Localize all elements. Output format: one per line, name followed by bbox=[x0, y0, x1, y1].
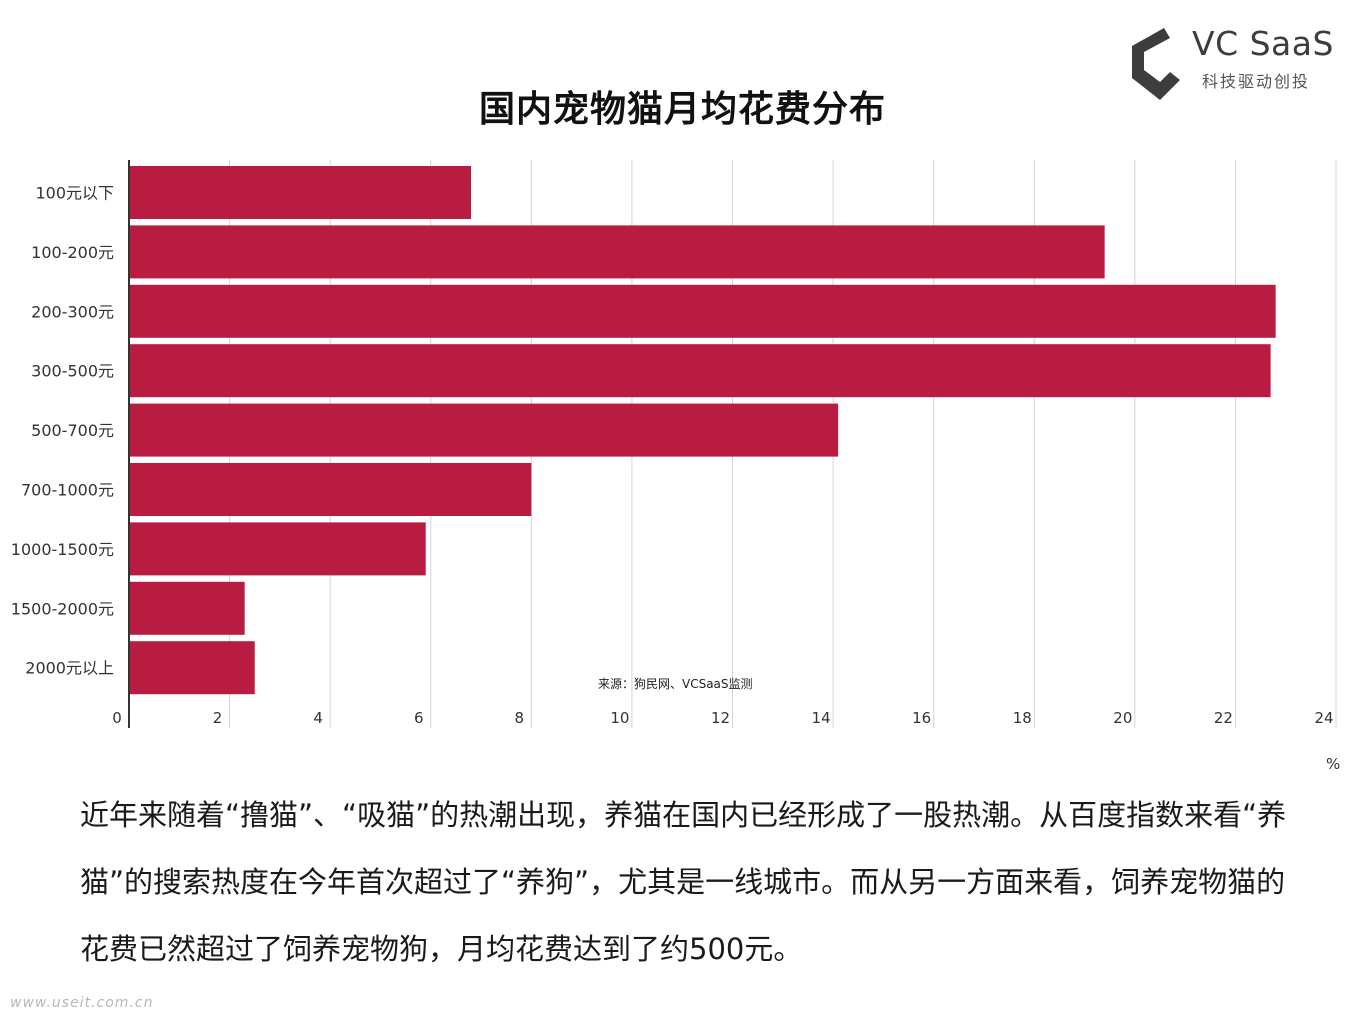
bar bbox=[129, 522, 426, 576]
description-paragraph: 近年来随着“撸猫”、“吸猫”的热潮出现，养猫在国内已经形成了一股热潮。从百度指数… bbox=[80, 798, 1287, 966]
x-tick-label: 10 bbox=[610, 709, 629, 727]
x-tick-label: 6 bbox=[414, 709, 424, 727]
y-category-label: 100-200元 bbox=[31, 243, 114, 262]
bar bbox=[129, 166, 471, 219]
brand-tagline: 科技驱动创投 bbox=[1202, 72, 1311, 91]
x-tick-label: 2 bbox=[213, 709, 223, 727]
watermark: www.useit.com.cn bbox=[10, 995, 154, 1011]
y-category-label: 500-700元 bbox=[31, 421, 114, 440]
bar bbox=[129, 581, 245, 635]
x-tick-label: 16 bbox=[912, 709, 931, 727]
bar bbox=[129, 344, 1271, 398]
bar bbox=[129, 225, 1105, 279]
y-category-label: 2000元以上 bbox=[25, 659, 114, 678]
brand-name: VC SaaS bbox=[1192, 24, 1334, 63]
brand-logo: VC SaaS 科技驱动创投 bbox=[1118, 20, 1348, 110]
y-category-label: 1000-1500元 bbox=[11, 540, 114, 559]
bar bbox=[129, 463, 532, 516]
x-axis-unit: % bbox=[1326, 755, 1341, 773]
y-category-label: 300-500元 bbox=[31, 362, 114, 381]
x-tick-label: 4 bbox=[313, 709, 323, 727]
y-category-label: 1500-2000元 bbox=[11, 599, 114, 618]
bar bbox=[129, 284, 1276, 338]
chart-title: 国内宠物猫月均花费分布 bbox=[478, 89, 886, 130]
y-category-label: 100元以下 bbox=[35, 184, 114, 203]
x-tick-label: 8 bbox=[515, 709, 525, 727]
x-tick-label: 0 bbox=[112, 709, 122, 727]
bar bbox=[129, 403, 839, 457]
x-tick-label: 22 bbox=[1214, 709, 1233, 727]
source-note: 来源：狗民网、VCSaaS监测 bbox=[598, 677, 753, 691]
x-tick-label: 18 bbox=[1013, 709, 1032, 727]
c-shaped-brand-mark-icon bbox=[1132, 28, 1180, 100]
x-tick-label: 14 bbox=[812, 709, 831, 727]
bar-chart: 0 2 4 6 8 10 12 14 16 18 20 22 24100元以下100-200元200-3… bbox=[11, 160, 1337, 728]
bar bbox=[129, 641, 255, 695]
y-category-label: 700-1000元 bbox=[21, 481, 114, 500]
x-tick-label: 20 bbox=[1113, 709, 1132, 727]
y-category-label: 200-300元 bbox=[31, 302, 114, 321]
x-tick-label: 12 bbox=[711, 709, 730, 727]
x-tick-label: 24 bbox=[1314, 709, 1333, 727]
